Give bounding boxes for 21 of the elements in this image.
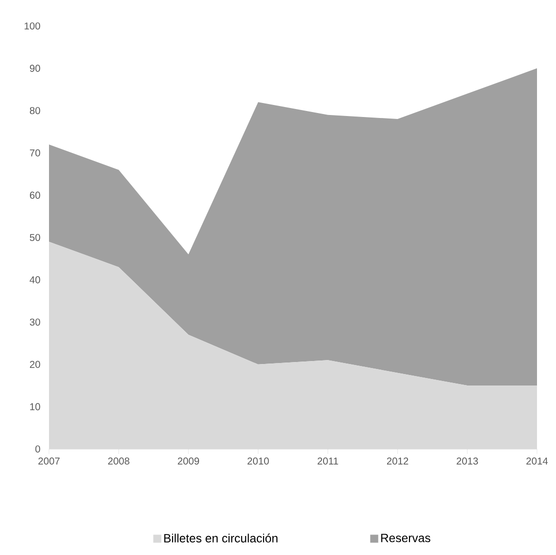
y-tick-label: 10 [30,403,40,410]
y-tick-label: 50 [30,234,40,242]
x-tick-label: 2007 [38,458,60,465]
legend-label: Billetes en circulación [164,534,278,542]
legend-label: Reservas [381,534,430,542]
x-tick-label: 2008 [108,458,130,465]
x-tick-label: 2013 [456,458,478,465]
x-tick-label: 2011 [318,458,338,465]
y-tick-label: 20 [30,360,40,368]
x-tick-label: 2014 [526,458,548,465]
x-tick-label: 2009 [178,458,200,465]
x-tick-label: 2010 [248,458,269,465]
y-tick-label: 40 [30,276,40,284]
y-tick-label: 70 [30,149,40,156]
y-tick-label: 0 [35,445,40,453]
y-tick-label: 90 [30,64,40,72]
y-tick-label: 30 [30,318,40,326]
x-tick-label: 2012 [386,458,408,465]
y-tick-label: 80 [30,107,40,114]
y-tick-label: 100 [24,22,40,30]
y-tick-label: 60 [30,192,40,199]
